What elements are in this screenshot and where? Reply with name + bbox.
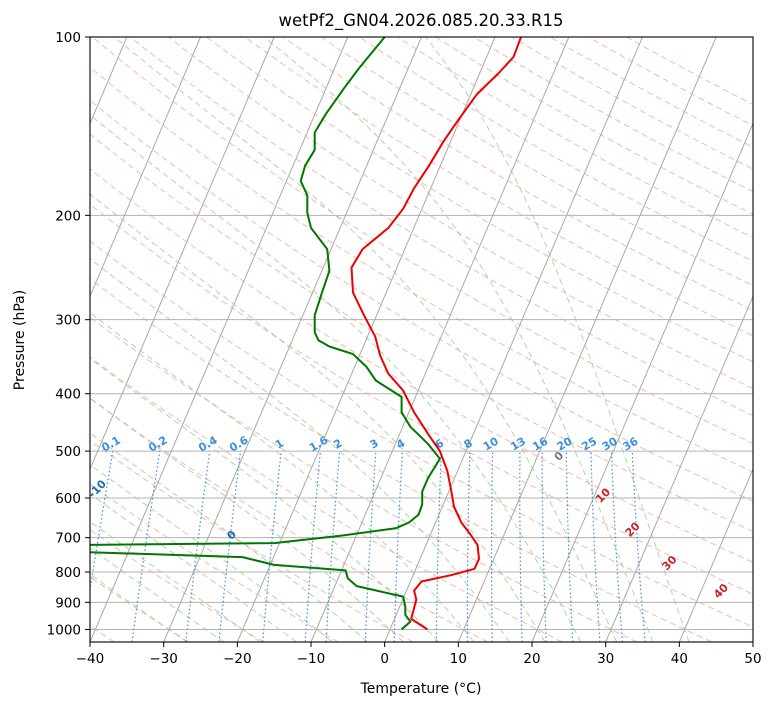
y-tick-label: 800 bbox=[55, 565, 81, 581]
dry-adiabat bbox=[90, 356, 563, 642]
x-tick-label: 20 bbox=[523, 651, 540, 667]
mixing-ratio-line bbox=[131, 451, 161, 642]
moist-adiabat bbox=[90, 520, 261, 642]
moist-adiabat bbox=[90, 114, 582, 642]
dry-adiabat bbox=[168, 37, 753, 389]
moist-adiabat bbox=[90, 258, 510, 642]
dry-adiabat bbox=[282, 37, 753, 312]
x-tick-label: −10 bbox=[297, 651, 326, 667]
y-tick-label: 1000 bbox=[47, 622, 81, 638]
x-tick-label: −30 bbox=[149, 651, 178, 667]
x-tick-label: 40 bbox=[671, 651, 688, 667]
isotherm-gridline bbox=[90, 37, 349, 642]
mixing-ratio-line bbox=[304, 451, 321, 642]
temperature-line bbox=[350, 37, 522, 631]
dry-adiabat bbox=[90, 133, 753, 533]
moist-adiabat bbox=[90, 357, 439, 642]
isotherm-gridline bbox=[90, 37, 201, 298]
y-tick-label: 700 bbox=[55, 531, 81, 547]
mixing-ratio-line bbox=[631, 451, 646, 642]
mixing-ratio-line bbox=[185, 451, 211, 642]
dry-adiabat bbox=[90, 168, 753, 563]
moist-adiabat bbox=[90, 493, 297, 642]
y-axis-label: Pressure (hPa) bbox=[12, 290, 28, 390]
isotherm-gridline bbox=[163, 37, 422, 642]
isotherm-gridline bbox=[678, 467, 753, 642]
y-tick-label: 100 bbox=[55, 30, 81, 46]
dewpoint-line bbox=[90, 37, 441, 631]
mixing-ratio-line bbox=[218, 451, 242, 642]
y-tick-label: 300 bbox=[55, 313, 81, 329]
y-tick-label: 500 bbox=[55, 444, 81, 460]
series-lines bbox=[90, 37, 522, 631]
dry-adiabat bbox=[91, 37, 753, 445]
mixing-ratio-line bbox=[262, 451, 282, 642]
dry-adiabat bbox=[90, 278, 712, 642]
dry-adiabat bbox=[244, 37, 753, 337]
x-tick-label: 50 bbox=[744, 651, 761, 667]
x-tick-label: 0 bbox=[380, 651, 389, 667]
x-tick-label: −40 bbox=[76, 651, 105, 667]
moist-adiabat bbox=[90, 397, 404, 642]
dry-adiabat bbox=[90, 316, 638, 642]
moist-adiabat bbox=[90, 193, 546, 642]
moist-adiabat bbox=[90, 432, 368, 642]
dry-adiabat bbox=[90, 99, 753, 502]
chart-title: wetPf2_GN04.2026.085.20.33.R15 bbox=[279, 11, 564, 31]
moist-adiabat bbox=[90, 573, 188, 642]
background-lines bbox=[90, 37, 753, 642]
dry-adiabat bbox=[90, 483, 339, 642]
moist-adiabat bbox=[424, 37, 690, 642]
dry-adiabat bbox=[130, 37, 753, 417]
isotherm-gridline bbox=[457, 37, 717, 642]
moist-adiabat bbox=[90, 547, 225, 642]
moist-adiabat bbox=[90, 463, 333, 642]
dry-adiabat bbox=[90, 203, 753, 595]
x-tick-label: 30 bbox=[597, 651, 614, 667]
y-tick-label: 400 bbox=[55, 387, 81, 403]
plot-frame bbox=[89, 36, 754, 643]
y-tick-label: 200 bbox=[55, 208, 81, 224]
isotherm-gridline bbox=[236, 37, 496, 642]
x-tick-label: −20 bbox=[223, 651, 252, 667]
y-tick-label: 900 bbox=[55, 595, 81, 611]
isotherm-gridline bbox=[384, 37, 643, 642]
y-tick-label: 600 bbox=[55, 491, 81, 507]
isotherm-gridline bbox=[531, 122, 753, 642]
moist-adiabat bbox=[90, 311, 475, 642]
moist-adiabat bbox=[263, 37, 654, 642]
axes: −40 −30 −20 −10 0 10 20 30 40 50 100 200 300 400 500 60… bbox=[47, 30, 762, 667]
x-axis-label: Temperature (°C) bbox=[360, 681, 482, 697]
moist-adiabat bbox=[114, 37, 618, 642]
x-tick-label: 10 bbox=[450, 651, 467, 667]
dry-adiabat bbox=[90, 240, 753, 628]
isotherm-gridline bbox=[605, 295, 753, 642]
isotherm-gridline bbox=[90, 37, 275, 471]
dry-adiabat bbox=[90, 529, 264, 642]
